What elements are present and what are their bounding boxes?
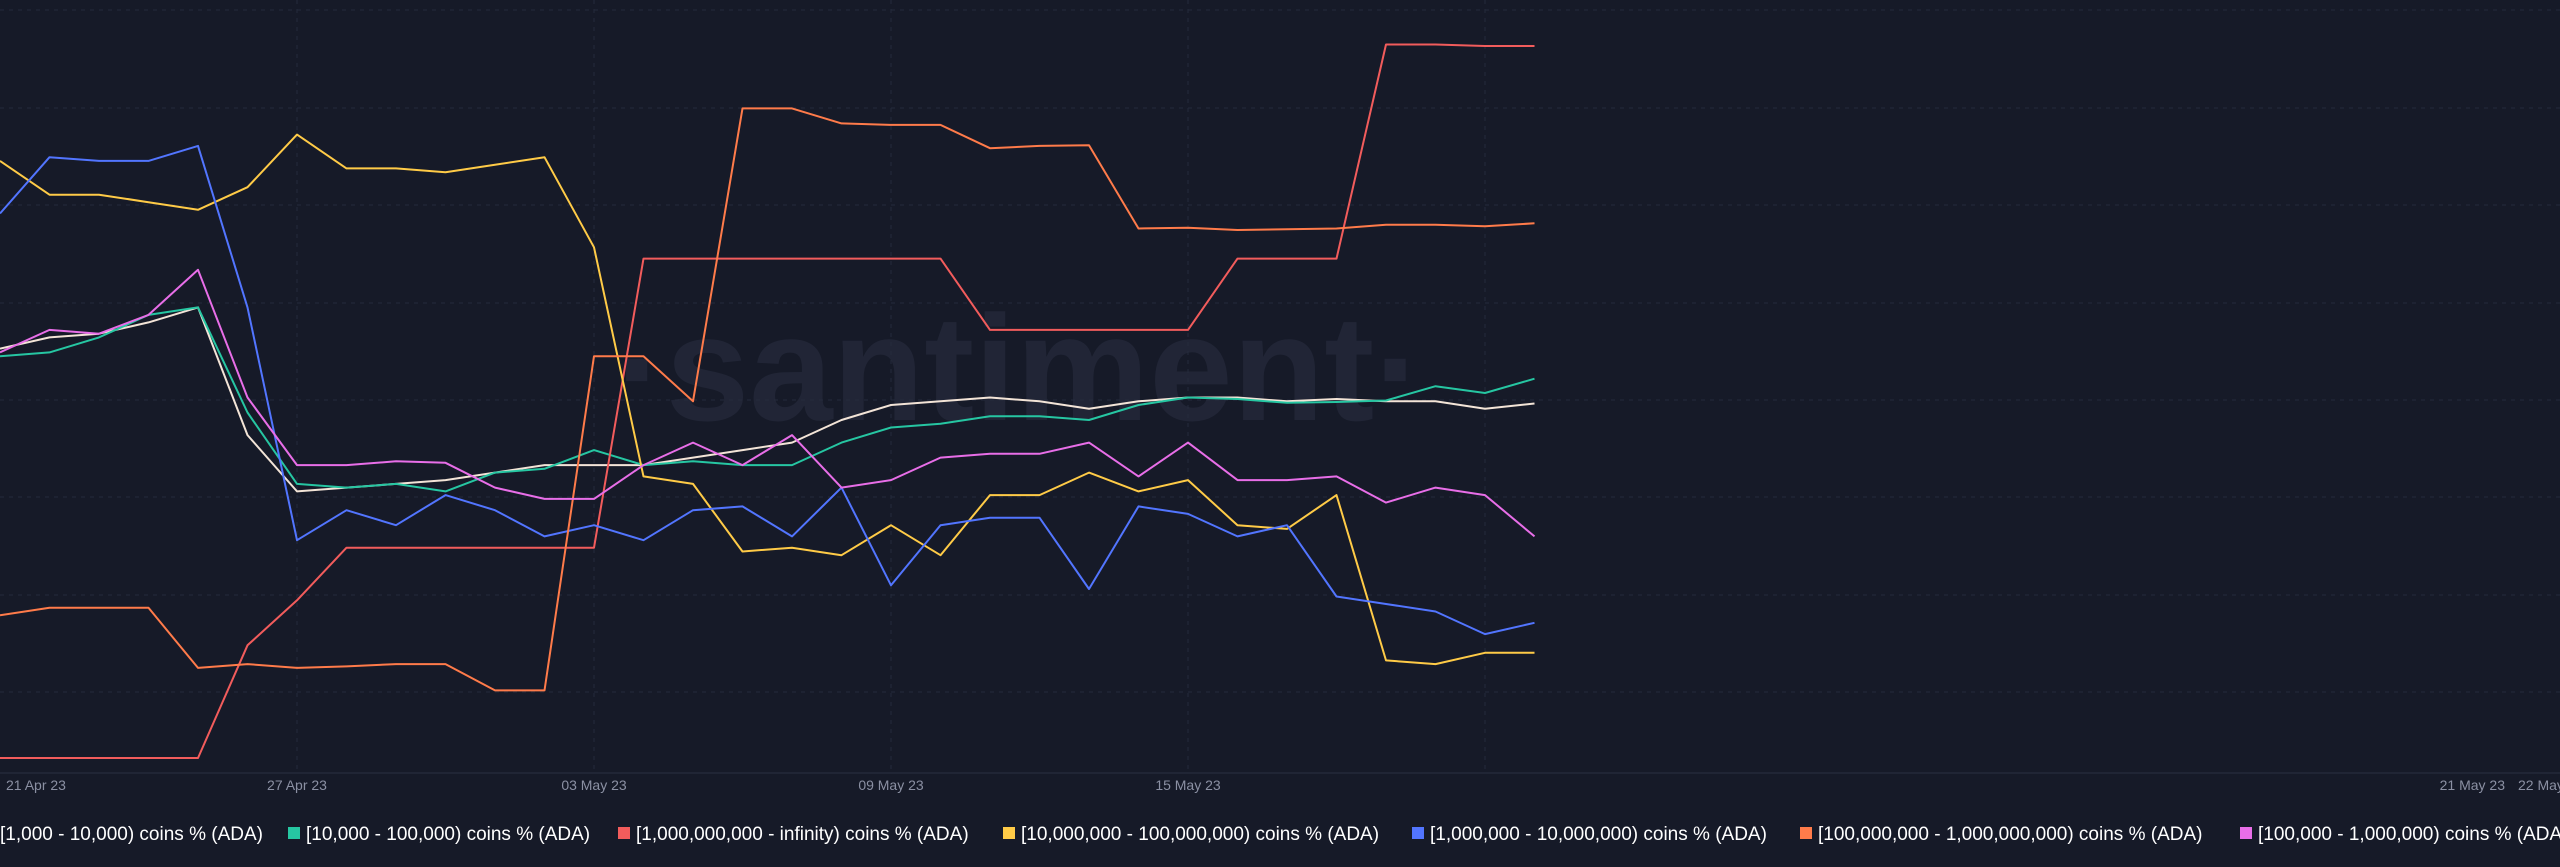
x-tick-label-2: 03 May 23 bbox=[561, 777, 627, 793]
legend-swatch-6 bbox=[2240, 827, 2252, 839]
x-tick-label-5: 21 May 23 bbox=[2440, 777, 2506, 793]
legend-item-3[interactable]: [10,000,000 - 100,000,000) coins % (ADA) bbox=[1003, 824, 1379, 845]
legend-swatch-4 bbox=[1412, 827, 1424, 839]
legend-label-5: [100,000,000 - 1,000,000,000) coins % (A… bbox=[1818, 824, 2202, 845]
legend-label-4: [1,000,000 - 10,000,000) coins % (ADA) bbox=[1430, 824, 1767, 845]
legend-item-6[interactable]: [100,000 - 1,000,000) coins % (ADA) bbox=[2240, 824, 2560, 845]
series-group bbox=[0, 43, 1536, 759]
legend-swatch-1 bbox=[288, 827, 300, 839]
legend-label-1: [10,000 - 100,000) coins % (ADA) bbox=[306, 824, 590, 845]
legend-item-0[interactable]: [1,000 - 10,000) coins % (ADA) bbox=[0, 824, 263, 845]
x-tick-label-3: 09 May 23 bbox=[858, 777, 924, 793]
x-tick-label-4: 15 May 23 bbox=[1155, 777, 1221, 793]
legend-item-4[interactable]: [1,000,000 - 10,000,000) coins % (ADA) bbox=[1412, 824, 1767, 845]
x-tick-label-0: 21 Apr 23 bbox=[6, 777, 66, 793]
legend-item-2[interactable]: [1,000,000,000 - infinity) coins % (ADA) bbox=[618, 824, 969, 845]
series-line-2 bbox=[0, 43, 1535, 759]
legend-swatch-5 bbox=[1800, 827, 1812, 839]
x-tick-label-6: 22 May bbox=[2518, 777, 2560, 793]
legend-item-1[interactable]: [10,000 - 100,000) coins % (ADA) bbox=[288, 824, 590, 845]
series-line-1 bbox=[0, 306, 1535, 493]
x-axis: 21 Apr 23 27 Apr 23 03 May 23 09 May 23 15 M… bbox=[6, 777, 2560, 793]
legend-item-5[interactable]: [100,000,000 - 1,000,000,000) coins % (A… bbox=[1800, 824, 2202, 845]
legend-swatch-3 bbox=[1003, 827, 1015, 839]
series-line-3 bbox=[0, 133, 1535, 666]
series-line-4 bbox=[0, 144, 1535, 636]
legend-label-2: [1,000,000,000 - infinity) coins % (ADA) bbox=[636, 824, 969, 845]
x-tick-label-1: 27 Apr 23 bbox=[267, 777, 327, 793]
series-line-6 bbox=[0, 268, 1536, 538]
watermark: ·santiment· bbox=[616, 284, 1424, 452]
series-line-0 bbox=[0, 306, 1535, 493]
legend[interactable]: [1,000 - 10,000) coins % (ADA) [10,000 - … bbox=[0, 824, 2560, 845]
legend-swatch-2 bbox=[618, 827, 630, 839]
legend-label-0: [1,000 - 10,000) coins % (ADA) bbox=[0, 824, 263, 845]
legend-label-3: [10,000,000 - 100,000,000) coins % (ADA) bbox=[1021, 824, 1379, 845]
series-line-5 bbox=[0, 107, 1535, 692]
legend-label-6: [100,000 - 1,000,000) coins % (ADA) bbox=[2258, 824, 2560, 845]
